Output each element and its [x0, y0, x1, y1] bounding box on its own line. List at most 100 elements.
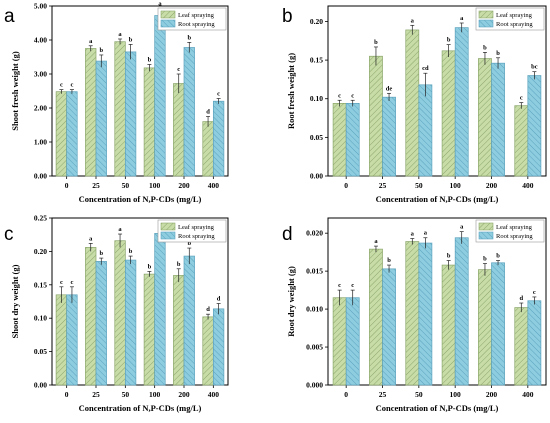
significance-letter: c: [60, 82, 63, 89]
legend-swatch: [478, 231, 494, 240]
x-tick-label: 100: [149, 390, 161, 399]
plot-frame: [51, 5, 229, 177]
root-bar: [418, 242, 433, 386]
x-axis-title: Concentration of N,P-CDs (mg/L): [376, 403, 499, 413]
x-tick-label: 0: [344, 390, 348, 399]
x-tick-label: 0: [65, 390, 69, 399]
legend-label: Root spraying: [178, 21, 215, 28]
leaf-bar: [114, 41, 126, 177]
x-tick-label: 200: [486, 181, 498, 190]
significance-letter: b: [483, 256, 487, 263]
x-tick-label: 50: [122, 181, 130, 190]
legend-label: Root spraying: [178, 233, 215, 240]
panel-letter: d: [282, 224, 293, 245]
root-bar: [382, 96, 396, 177]
significance-letter: b: [187, 34, 191, 41]
x-tick-label: 200: [178, 390, 190, 399]
significance-letter: a: [460, 15, 464, 22]
significance-letter: b: [496, 253, 500, 260]
x-tick-label: 100: [450, 390, 462, 399]
root-bar: [382, 268, 396, 386]
significance-letter: c: [351, 92, 354, 99]
legend-label: Leaf spraying: [496, 224, 533, 231]
significance-letter: d: [206, 109, 210, 116]
leaf-bar: [441, 50, 456, 177]
significance-letter: c: [338, 92, 341, 99]
leaf-bar: [173, 83, 185, 177]
legend-label: Leaf spraying: [178, 224, 215, 231]
root-bar: [154, 15, 166, 177]
leaf-bar: [143, 67, 156, 177]
leaf-bar: [85, 48, 97, 177]
leaf-bar: [369, 55, 383, 177]
root-bar: [491, 262, 505, 386]
y-tick-label: 0.010: [306, 305, 323, 314]
significance-letter: a: [424, 230, 428, 237]
y-tick-label: 0.05: [310, 133, 323, 142]
root-bar: [124, 259, 137, 386]
x-axis-title: Concentration of N,P-CDs (mg/L): [79, 194, 202, 204]
x-tick-label: 0: [344, 181, 348, 190]
leaf-bar: [143, 273, 156, 386]
significance-letter: a: [118, 226, 122, 233]
leaf-bar: [114, 240, 126, 386]
y-tick-label: 0.000: [306, 381, 323, 390]
root-bar: [183, 255, 195, 386]
x-tick-label: 25: [379, 181, 387, 190]
significance-letter: c: [60, 279, 63, 286]
significance-letter: b: [187, 240, 191, 247]
x-tick-label: 50: [122, 390, 130, 399]
chart-panel-d: d 0.000 0.005 0.010 0.015 0.020 Root dry weigh…: [282, 217, 547, 413]
leaf-bar: [441, 264, 456, 386]
x-tick-label: 200: [486, 390, 498, 399]
chart-panel-b: b 0.00 0.05 0.10 0.15 0.20 Root fresh weight (…: [282, 5, 547, 204]
legend-swatch: [160, 10, 176, 19]
significance-letter: a: [411, 230, 415, 237]
root-bar: [491, 62, 505, 177]
leaf-bar: [405, 29, 420, 177]
legend-swatch: [478, 222, 494, 231]
y-tick-label: 0.25: [34, 214, 47, 223]
y-axis-title: Shoot fresh weight (g): [10, 51, 20, 131]
root-bar: [527, 300, 542, 386]
x-tick-label: 50: [415, 390, 423, 399]
x-tick-label: 400: [522, 181, 534, 190]
significance-letter: b: [99, 250, 103, 257]
chart-panel-c: c 0.00 0.05 0.10 0.15 0.20 0.25 Shoot dry weigh…: [4, 214, 229, 413]
legend-swatch: [160, 231, 176, 240]
y-tick-label: 3.00: [34, 70, 47, 79]
x-axis-title: Concentration of N,P-CDs (mg/L): [79, 403, 202, 413]
leaf-bar: [332, 297, 347, 386]
root-bar: [66, 91, 78, 177]
significance-letter: b: [99, 47, 103, 54]
significance-letter: b: [387, 257, 391, 264]
root-bar: [66, 294, 78, 386]
legend-swatch: [478, 10, 494, 19]
significance-letter: c: [533, 289, 536, 296]
root-bar: [454, 237, 469, 386]
significance-letter: a: [158, 1, 162, 8]
root-bar: [95, 60, 107, 177]
x-tick-label: 0: [65, 181, 69, 190]
x-tick-label: 25: [92, 181, 100, 190]
y-tick-label: 0.10: [310, 94, 323, 103]
significance-letter: c: [520, 95, 523, 102]
y-tick-label: 1.00: [34, 138, 47, 147]
significance-letter: a: [118, 31, 122, 38]
significance-letter: de: [386, 85, 393, 92]
root-bar: [154, 233, 166, 386]
y-tick-label: 0.20: [34, 247, 47, 256]
y-tick-label: 2.00: [34, 104, 47, 113]
y-tick-label: 5.00: [34, 2, 47, 11]
y-axis-title: Root dry weight (g): [286, 266, 296, 337]
leaf-bar: [55, 294, 68, 386]
significance-letter: bc: [531, 64, 538, 71]
y-tick-label: 0.00: [34, 172, 47, 181]
panel-letter: b: [282, 6, 293, 27]
x-tick-label: 100: [450, 181, 462, 190]
y-tick-label: 0.20: [310, 17, 323, 26]
legend-swatch: [478, 19, 494, 28]
y-tick-label: 0.015: [306, 267, 323, 276]
significance-letter: b: [177, 261, 181, 268]
y-tick-label: 0.05: [34, 347, 47, 356]
